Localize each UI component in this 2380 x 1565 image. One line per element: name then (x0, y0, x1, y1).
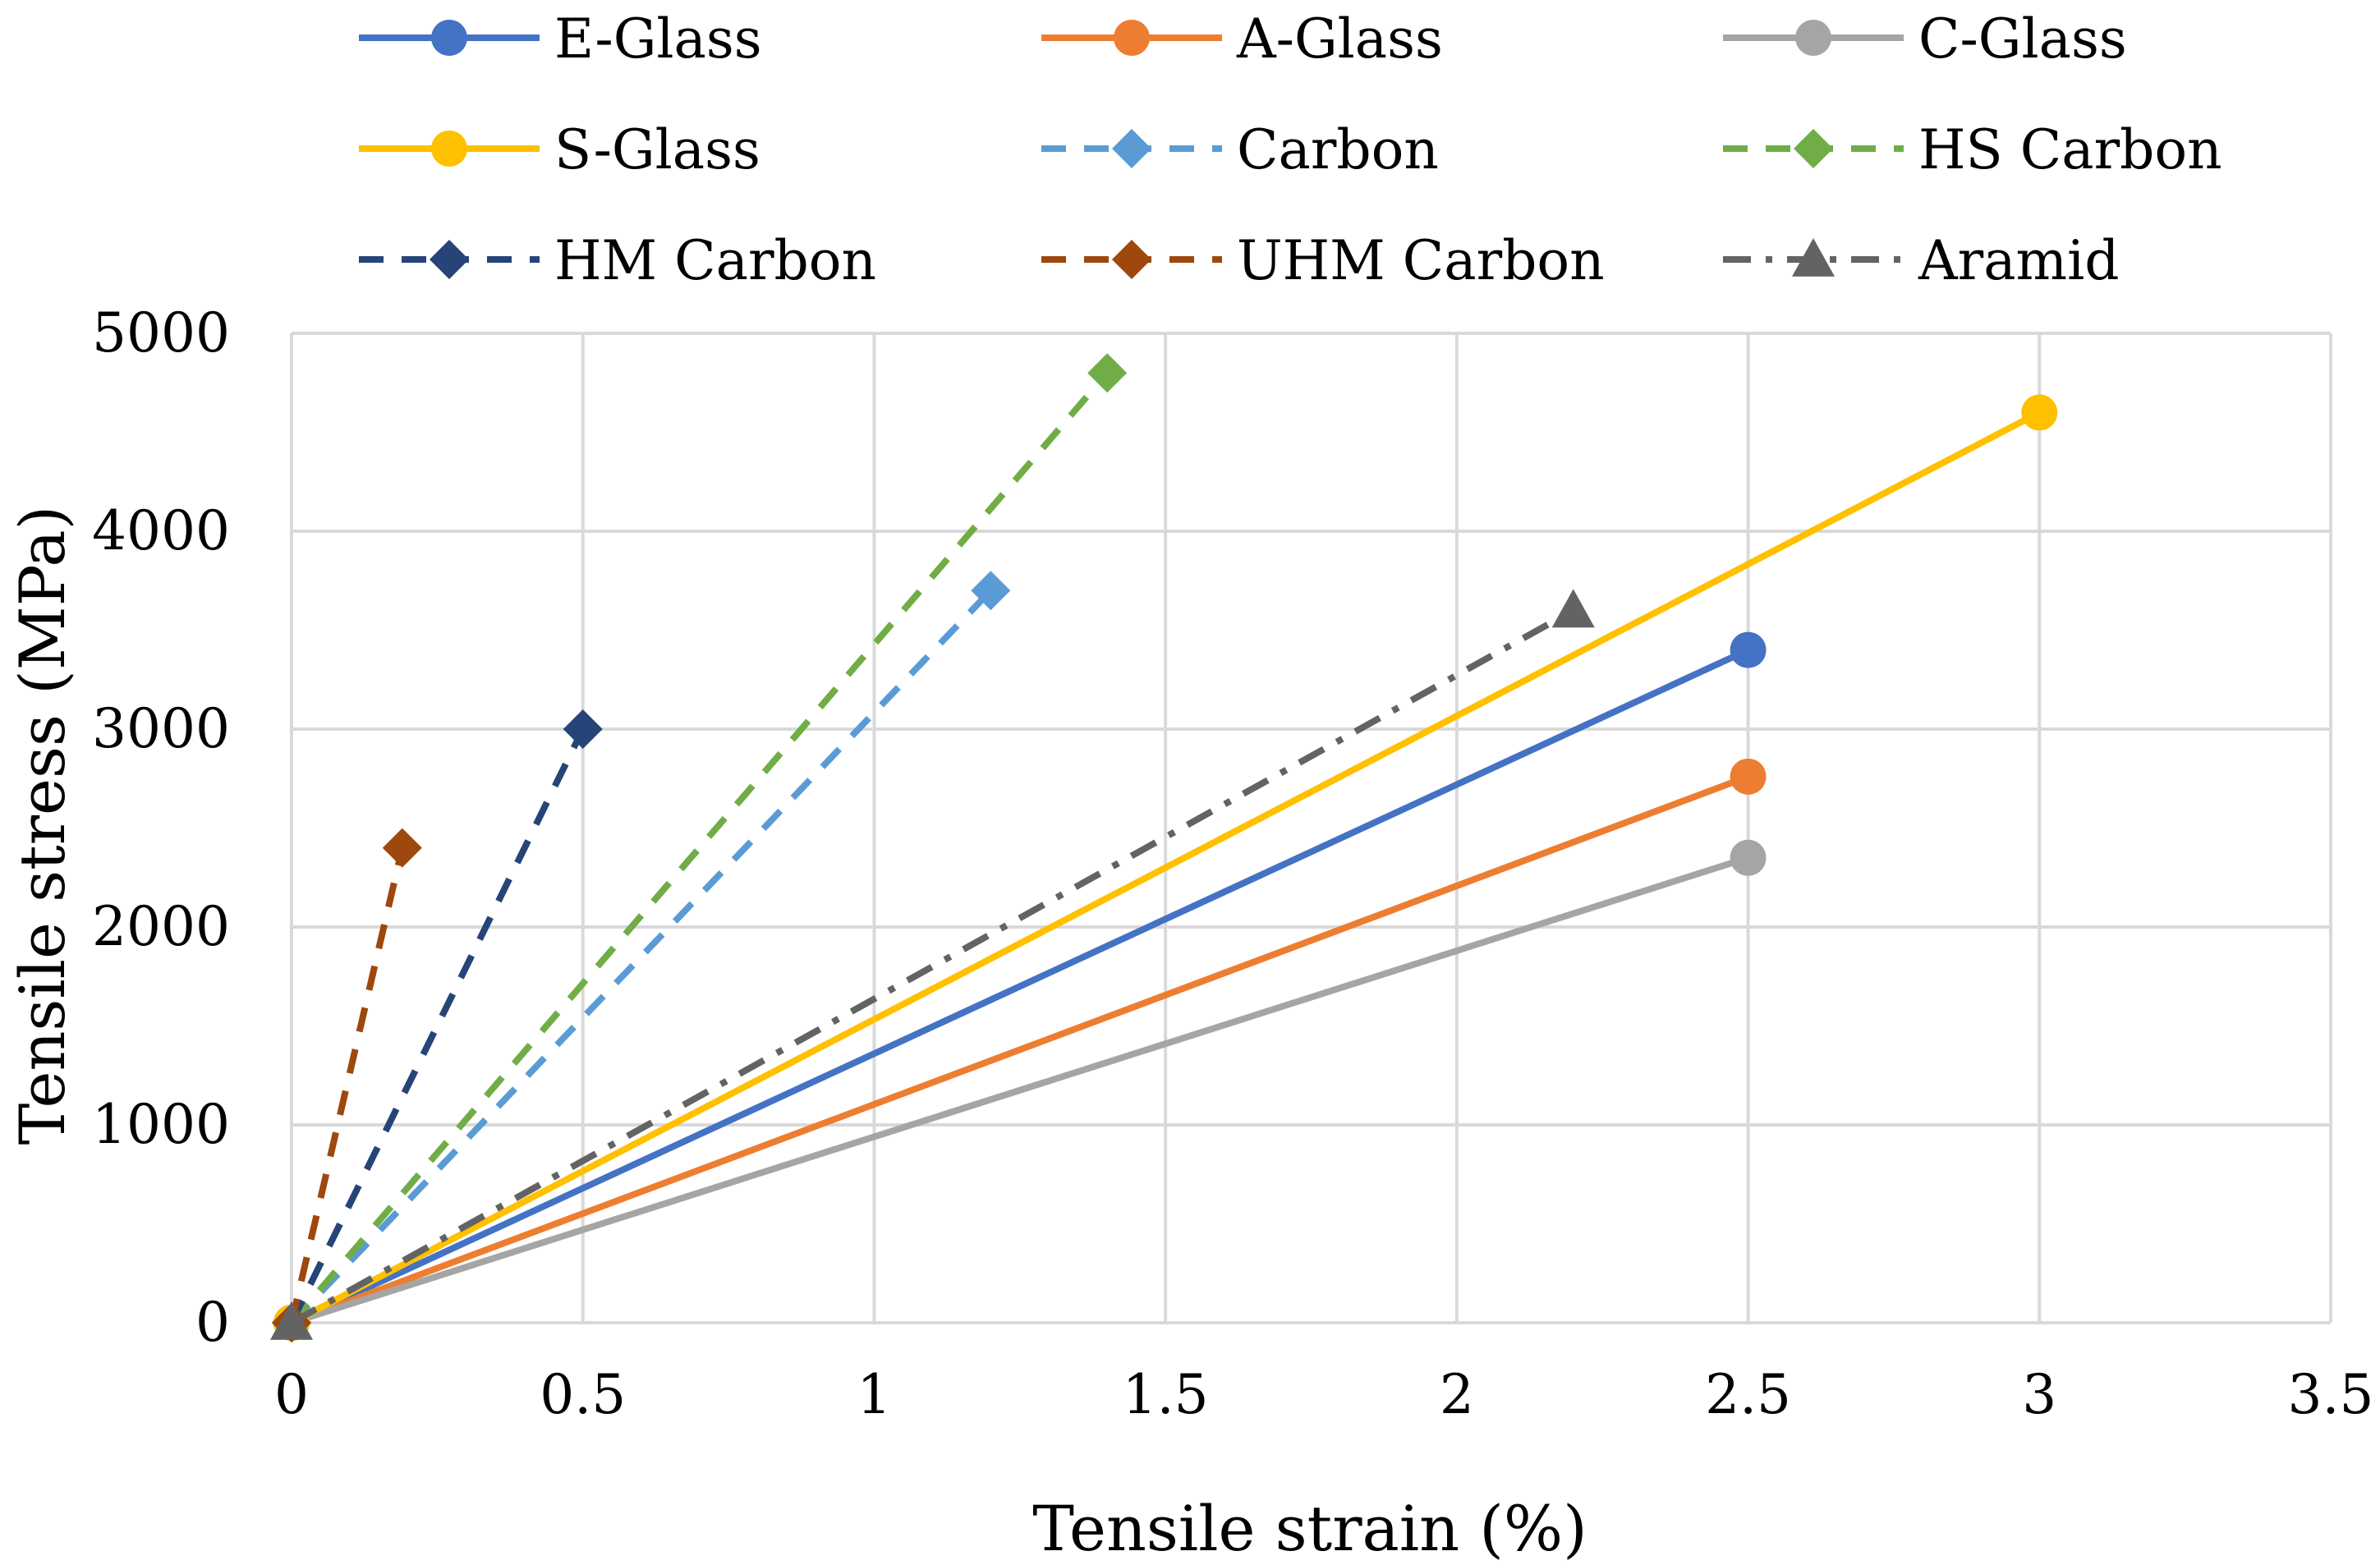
legend-item: Aramid (1723, 229, 2120, 292)
data-point (382, 828, 422, 868)
legend-label: C-Glass (1918, 7, 2127, 71)
legend-marker (1114, 20, 1150, 56)
legend-marker (1795, 20, 1831, 56)
x-tick-label: 0 (274, 1363, 309, 1426)
x-tick-label: 3 (2022, 1363, 2056, 1426)
legend-label: S-Glass (554, 118, 760, 181)
legend-label: UHM Carbon (1237, 229, 1605, 292)
y-axis-title: Tensile stress (MPa) (6, 506, 79, 1145)
data-point (2021, 394, 2058, 431)
legend-marker (430, 240, 469, 279)
series-carbon (272, 571, 1011, 1342)
legend: E-Glass A-Glass C-Glass S-Glass Carbon HS Car… (359, 7, 2222, 292)
legend-label: A-Glass (1236, 7, 1443, 71)
legend-marker (1792, 238, 1835, 277)
legend-marker (1112, 240, 1151, 279)
data-point (563, 709, 603, 749)
x-axis-title: Tensile strain (%) (1032, 1492, 1587, 1562)
data-point (1551, 589, 1595, 628)
legend-item: HM Carbon (359, 229, 876, 292)
x-tick-label: 2.5 (1705, 1363, 1791, 1426)
legend-marker (1112, 129, 1151, 168)
series-layer (270, 353, 2058, 1342)
legend-item: A-Glass (1041, 7, 1443, 71)
legend-marker (431, 131, 467, 167)
legend-item: HS Carbon (1723, 118, 2222, 181)
series-aramid (270, 589, 1595, 1340)
y-tick-label: 3000 (92, 697, 230, 760)
series-line (290, 854, 1749, 1326)
legend-item: E-Glass (359, 7, 762, 71)
series-line (290, 773, 1749, 1326)
legend-item: S-Glass (359, 118, 760, 181)
legend-marker (431, 20, 467, 56)
series-line (290, 607, 1575, 1326)
x-tick-label: 1.5 (1123, 1363, 1209, 1426)
y-tick-label: 1000 (92, 1093, 230, 1156)
x-tick-label: 1 (857, 1363, 891, 1426)
legend-label: Aramid (1918, 229, 2120, 292)
series-e-glass (273, 631, 1767, 1341)
data-point (971, 571, 1011, 611)
series-line (288, 727, 586, 1324)
data-point (1730, 631, 1767, 668)
legend-item: Carbon (1041, 118, 1439, 181)
legend-item: UHM Carbon (1041, 229, 1605, 292)
y-tick-label: 0 (195, 1291, 230, 1354)
legend-marker (1794, 129, 1833, 168)
series-line (288, 847, 406, 1324)
y-tick-label: 5000 (92, 301, 230, 365)
tick-labels: 0 0.5 1 1.5 2 2.5 3 3.5 0 1000 2000 3000 4000 5000 (92, 301, 2373, 1426)
legend-label: Carbon (1237, 118, 1439, 181)
data-point (1087, 353, 1128, 393)
series-line (290, 409, 2042, 1326)
legend-label: HS Carbon (1918, 118, 2222, 181)
x-tick-label: 0.5 (540, 1363, 626, 1426)
legend-item: C-Glass (1723, 7, 2127, 71)
data-point (1730, 758, 1767, 795)
series-a-glass (273, 758, 1767, 1341)
legend-label: HM Carbon (554, 229, 876, 292)
data-point (1730, 839, 1767, 876)
data-point (270, 1301, 313, 1340)
grid (290, 332, 2332, 1324)
y-tick-label: 2000 (92, 895, 230, 958)
x-tick-label: 2 (1440, 1363, 1474, 1426)
series-line (288, 370, 1110, 1325)
series-line (290, 646, 1750, 1326)
y-tick-label: 4000 (92, 499, 230, 562)
x-tick-label: 3.5 (2288, 1363, 2374, 1426)
legend-label: E-Glass (554, 7, 762, 71)
